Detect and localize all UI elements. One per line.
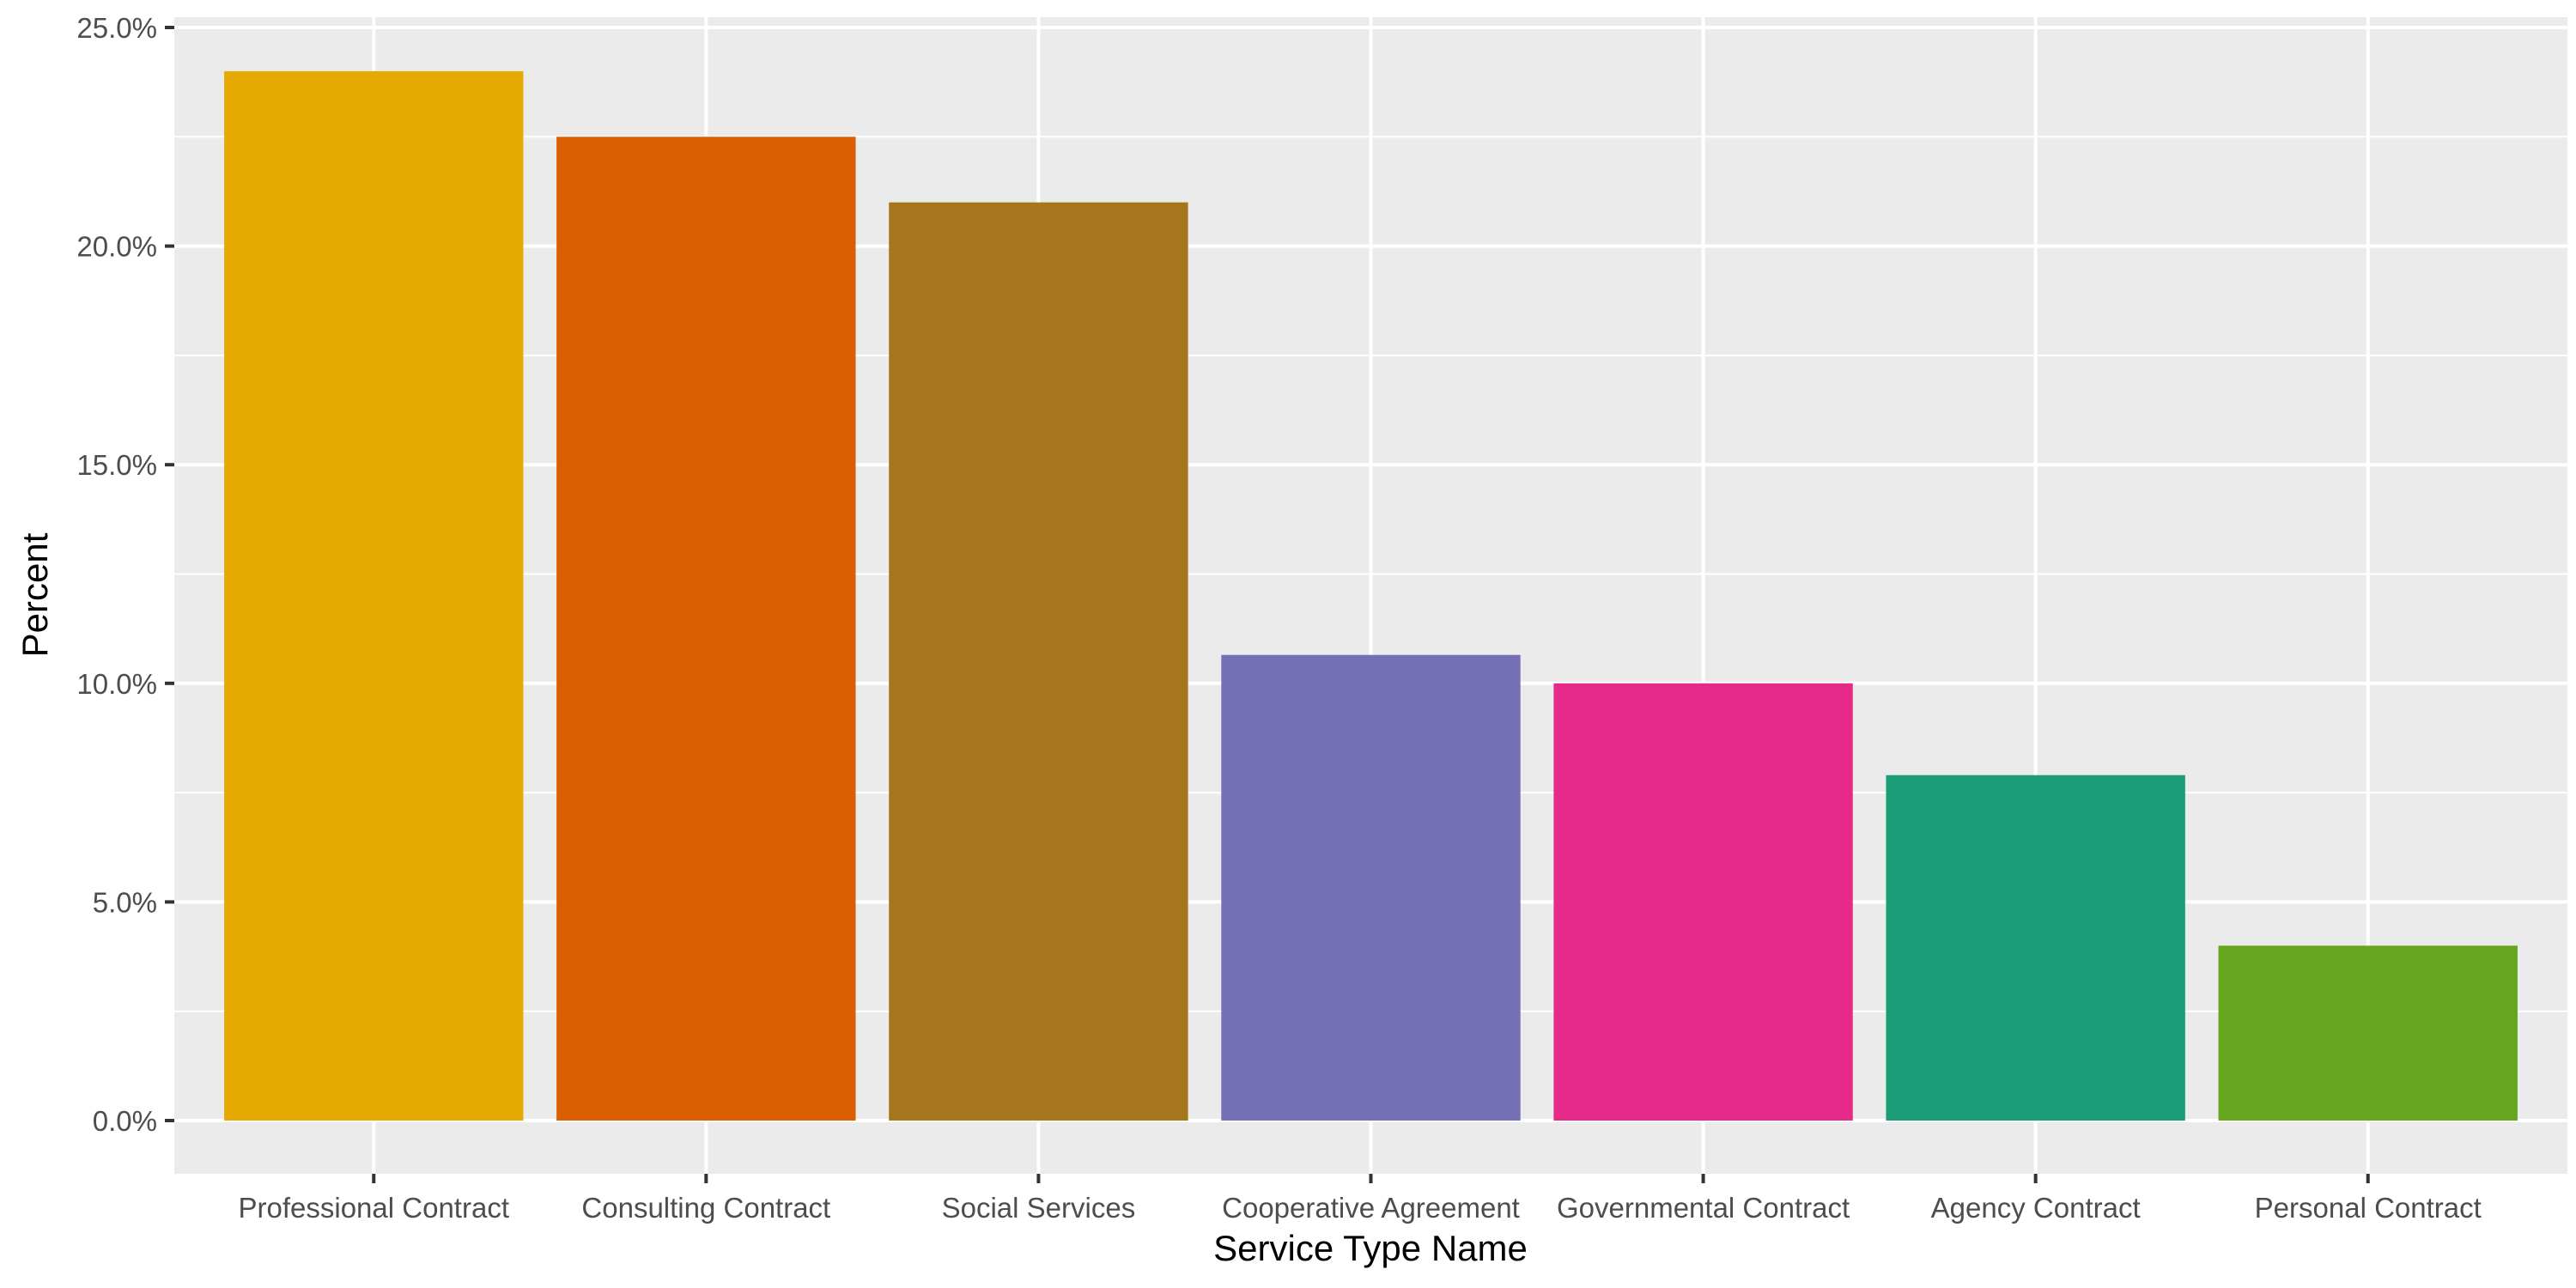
x-tick-label: Agency Contract <box>1931 1192 2141 1224</box>
bar <box>224 70 524 1121</box>
y-tick-label: 10.0% <box>76 668 157 700</box>
bar <box>556 137 856 1121</box>
bars <box>224 70 2518 1121</box>
x-tick-label: Governmental Contract <box>1557 1192 1850 1224</box>
x-tick-label: Cooperative Agreement <box>1222 1192 1520 1224</box>
bar <box>1221 654 1521 1121</box>
y-tick-label: 15.0% <box>76 449 157 481</box>
y-tick-label: 25.0% <box>76 12 157 44</box>
x-tick-label: Consulting Contract <box>581 1192 830 1224</box>
y-tick-label: 20.0% <box>76 231 157 263</box>
bar <box>889 202 1188 1121</box>
bar <box>1886 775 2185 1121</box>
x-tick-label: Personal Contract <box>2255 1192 2482 1224</box>
y-tick-label: 5.0% <box>93 886 157 918</box>
bar <box>2218 945 2518 1121</box>
bar <box>1553 683 1853 1121</box>
x-axis-title: Service Type Name <box>1213 1228 1528 1268</box>
x-tick-label: Social Services <box>942 1192 1136 1224</box>
y-axis: 0.0% 5.0% 10.0% 15.0% 20.0% 25.0% <box>76 12 174 1137</box>
x-axis: Professional Contract Consulting Contract… <box>239 1174 2482 1224</box>
x-tick-label: Professional Contract <box>239 1192 509 1224</box>
y-tick-label: 0.0% <box>93 1105 157 1137</box>
y-axis-title: Percent <box>15 532 55 657</box>
